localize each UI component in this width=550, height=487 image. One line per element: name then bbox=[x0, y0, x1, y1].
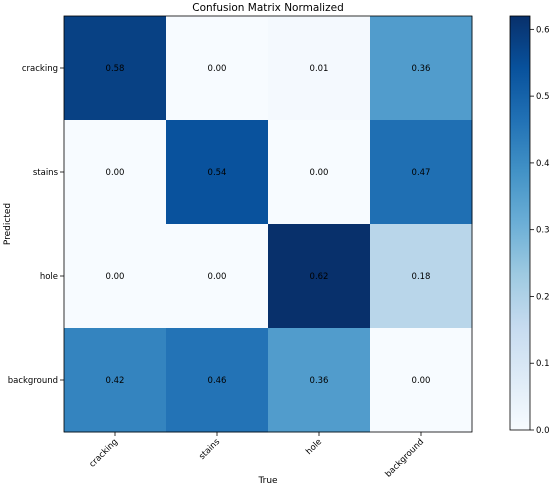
colorbar-tick-label: 0.1 bbox=[536, 359, 550, 369]
x-tick-label: hole bbox=[304, 437, 324, 457]
colorbar-tick-label: 0.6 bbox=[536, 25, 550, 35]
colorbar-tick-label: 0.2 bbox=[536, 292, 550, 302]
colorbar bbox=[509, 15, 531, 431]
cell-value-label: 0.58 bbox=[106, 64, 125, 74]
cell-value-label: 0.00 bbox=[412, 376, 431, 386]
heatmap-cell bbox=[370, 16, 473, 121]
x-tick-label: background bbox=[383, 437, 426, 480]
y-axis-label: Predicted bbox=[3, 203, 13, 245]
heatmap-cell bbox=[268, 224, 371, 329]
cell-value-label: 0.01 bbox=[310, 64, 329, 74]
y-tick-label: hole bbox=[40, 272, 58, 282]
cell-value-label: 0.42 bbox=[106, 376, 125, 386]
heatmap-cell-labels: 0.58 0.00 0.01 0.36 0.00 0.54 0.00 0.47 0.00 0.00… bbox=[106, 64, 431, 386]
colorbar-tick-label: 0.5 bbox=[536, 92, 550, 102]
cell-value-label: 0.46 bbox=[208, 376, 227, 386]
heatmap-cell bbox=[268, 16, 371, 121]
y-tick-label: background bbox=[8, 376, 58, 386]
heatmap-cell bbox=[166, 120, 269, 225]
heatmap-cell bbox=[64, 328, 167, 433]
heatmap-cell bbox=[64, 120, 167, 225]
cell-value-label: 0.47 bbox=[412, 168, 431, 178]
heatmap-cells bbox=[64, 16, 473, 433]
x-axis-label: True bbox=[257, 476, 278, 486]
cell-value-label: 0.18 bbox=[412, 272, 431, 282]
cell-value-label: 0.00 bbox=[310, 168, 329, 178]
chart-title: Confusion Matrix Normalized bbox=[192, 2, 344, 14]
colorbar-tick-label: 0.4 bbox=[536, 159, 550, 169]
y-axis-ticks: cracking stains hole background bbox=[8, 64, 64, 386]
heatmap-cell bbox=[166, 328, 269, 433]
heatmap-cell bbox=[166, 224, 269, 329]
x-axis-ticks: cracking stains hole background bbox=[88, 432, 426, 480]
cell-value-label: 0.62 bbox=[310, 272, 329, 282]
x-tick-label: cracking bbox=[88, 437, 121, 470]
heatmap-cell bbox=[268, 120, 371, 225]
plot-frame bbox=[63, 15, 473, 433]
colorbar-tick-label: 0.0 bbox=[536, 426, 550, 436]
cell-value-label: 0.00 bbox=[106, 168, 125, 178]
heatmap-cell bbox=[166, 16, 269, 121]
colorbar-ticks: 0.0 0.1 0.2 0.3 0.4 0.5 0.6 bbox=[530, 25, 550, 436]
colorbar-tick-label: 0.3 bbox=[536, 226, 550, 236]
heatmap-cell bbox=[64, 16, 167, 121]
cell-value-label: 0.00 bbox=[208, 272, 227, 282]
y-tick-label: stains bbox=[33, 168, 59, 178]
cell-value-label: 0.36 bbox=[412, 64, 431, 74]
y-tick-label: cracking bbox=[22, 64, 58, 74]
cell-value-label: 0.36 bbox=[310, 376, 329, 386]
heatmap-cell bbox=[64, 224, 167, 329]
heatmap-cell bbox=[370, 224, 473, 329]
x-tick-label: stains bbox=[197, 437, 222, 462]
heatmap-cell bbox=[370, 328, 473, 433]
heatmap-cell bbox=[370, 120, 473, 225]
cell-value-label: 0.00 bbox=[106, 272, 125, 282]
cell-value-label: 0.54 bbox=[208, 168, 227, 178]
cell-value-label: 0.00 bbox=[208, 64, 227, 74]
heatmap-cell bbox=[268, 328, 371, 433]
